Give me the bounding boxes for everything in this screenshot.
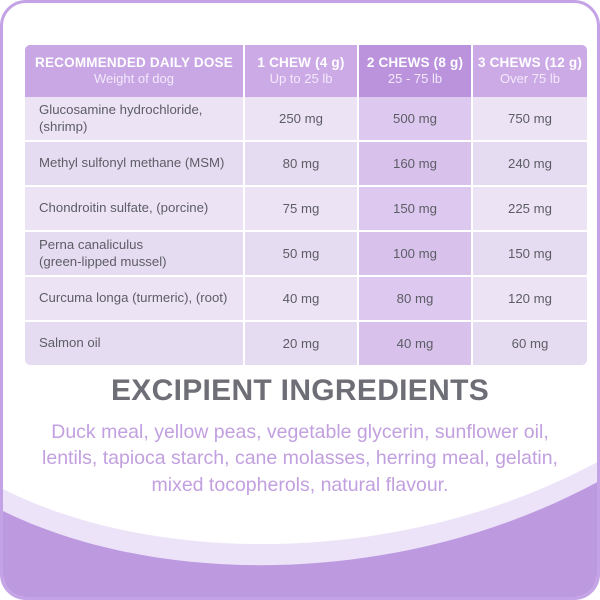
dose-1-value: 20 mg: [243, 320, 357, 365]
dose-2-value: 80 mg: [357, 275, 471, 320]
dose-3-value: 240 mg: [471, 140, 587, 185]
dose-2-value: 500 mg: [357, 97, 471, 140]
ingredient-name-line1: Salmon oil: [39, 335, 101, 351]
recommended-daily-dose-table: RECOMMENDED DAILY DOSE Weight of dog 1 C…: [25, 45, 587, 365]
table-row: Chondroitin sulfate, (porcine) 75 mg 150…: [25, 185, 587, 230]
ingredient-name-line1: Chondroitin sulfate, (porcine): [39, 200, 209, 216]
header-dose-3-subtitle: Over 75 lb: [500, 71, 560, 87]
header-cell-label: RECOMMENDED DAILY DOSE Weight of dog: [25, 45, 243, 97]
header-label-subtitle: Weight of dog: [94, 71, 174, 87]
header-cell-dose-2: 2 CHEWS (8 g) 25 - 75 lb: [357, 45, 471, 97]
excipient-heading: EXCIPIENT INGREDIENTS: [110, 374, 490, 407]
ingredient-name: Glucosamine hydrochloride, (shrimp): [25, 97, 243, 140]
ingredient-name-line2: (green-lipped mussel): [39, 253, 167, 269]
header-dose-1-title: 1 CHEW (4 g): [257, 54, 345, 70]
dose-1-value: 80 mg: [243, 140, 357, 185]
dose-3-value: 60 mg: [471, 320, 587, 365]
dose-2-value: 100 mg: [357, 230, 471, 275]
dose-1-value: 50 mg: [243, 230, 357, 275]
header-cell-dose-3: 3 CHEWS (12 g) Over 75 lb: [471, 45, 587, 97]
table-header: RECOMMENDED DAILY DOSE Weight of dog 1 C…: [25, 45, 587, 97]
header-cell-dose-1: 1 CHEW (4 g) Up to 25 lb: [243, 45, 357, 97]
table-row: Glucosamine hydrochloride, (shrimp) 250 …: [25, 97, 587, 140]
header-label-title: RECOMMENDED DAILY DOSE: [35, 54, 233, 70]
ingredient-name: Curcuma longa (turmeric), (root): [25, 275, 243, 320]
header-dose-3-title: 3 CHEWS (12 g): [477, 54, 583, 70]
dose-1-value: 75 mg: [243, 185, 357, 230]
ingredient-name-line1: Perna canaliculus: [39, 237, 144, 253]
dose-2-value: 150 mg: [357, 185, 471, 230]
ingredient-name-line1: Methyl sulfonyl methane (MSM): [39, 155, 225, 171]
dose-3-value: 120 mg: [471, 275, 587, 320]
dose-2-value: 160 mg: [357, 140, 471, 185]
daily-dose-table-container: RECOMMENDED DAILY DOSE Weight of dog 1 C…: [25, 45, 587, 365]
dose-1-value: 250 mg: [243, 97, 357, 140]
ingredient-name: Methyl sulfonyl methane (MSM): [25, 140, 243, 185]
ingredient-name-line1: Glucosamine hydrochloride, (shrimp): [39, 102, 203, 134]
ingredient-name: Chondroitin sulfate, (porcine): [25, 185, 243, 230]
ingredient-name: Perna canaliculus (green-lipped mussel): [25, 230, 243, 275]
table-row: Methyl sulfonyl methane (MSM) 80 mg 160 …: [25, 140, 587, 185]
ingredient-name: Salmon oil: [25, 320, 243, 365]
table-header-row: RECOMMENDED DAILY DOSE Weight of dog 1 C…: [25, 45, 587, 97]
dose-1-value: 40 mg: [243, 275, 357, 320]
dose-2-value: 40 mg: [357, 320, 471, 365]
table-row: Salmon oil 20 mg 40 mg 60 mg: [25, 320, 587, 365]
header-dose-2-subtitle: 25 - 75 lb: [387, 71, 443, 87]
dose-3-value: 750 mg: [471, 97, 587, 140]
ingredient-name-line1: Curcuma longa (turmeric), (root): [39, 290, 228, 306]
header-dose-2-title: 2 CHEWS (8 g): [366, 54, 464, 70]
header-dose-1-subtitle: Up to 25 lb: [269, 71, 333, 87]
excipient-section: EXCIPIENT INGREDIENTS Duck meal, yellow …: [3, 375, 597, 498]
table-body: Glucosamine hydrochloride, (shrimp) 250 …: [25, 97, 587, 365]
table-row: Curcuma longa (turmeric), (root) 40 mg 8…: [25, 275, 587, 320]
dose-3-value: 225 mg: [471, 185, 587, 230]
excipient-ingredients-text: Duck meal, yellow peas, vegetable glycer…: [42, 420, 558, 496]
table-row: Perna canaliculus (green-lipped mussel) …: [25, 230, 587, 275]
dose-3-value: 150 mg: [471, 230, 587, 275]
